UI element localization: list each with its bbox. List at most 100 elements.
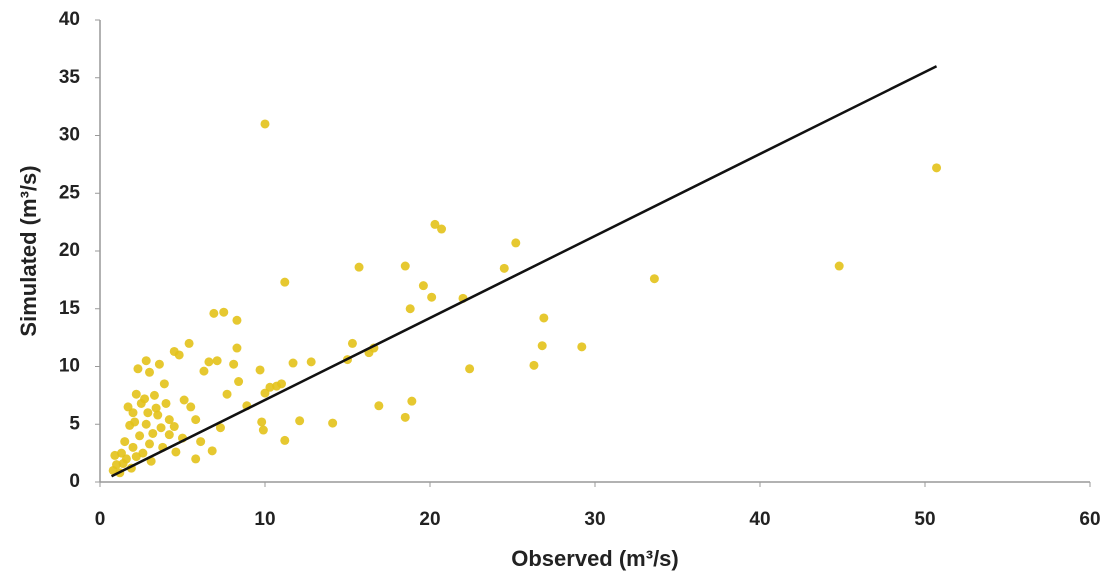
- point: [212, 356, 222, 366]
- point: [354, 262, 364, 272]
- point: [834, 261, 844, 271]
- point: [191, 454, 201, 464]
- point: [186, 402, 196, 412]
- point: [207, 446, 217, 456]
- point: [234, 377, 244, 387]
- point: [405, 304, 415, 314]
- point: [110, 450, 120, 460]
- x-tick-label: 20: [419, 509, 440, 530]
- point: [145, 367, 154, 377]
- y-tick-label: 25: [59, 182, 81, 203]
- point: [539, 313, 549, 323]
- point: [430, 219, 440, 229]
- x-tick-label: 60: [1079, 509, 1100, 530]
- point: [222, 389, 232, 399]
- point: [196, 437, 206, 447]
- y-axis-title: Simulated (m³/s): [16, 165, 41, 336]
- trendline: [110, 65, 938, 478]
- point: [280, 435, 290, 445]
- point: [649, 274, 659, 284]
- point: [128, 442, 138, 452]
- point: [232, 343, 242, 353]
- point: [191, 415, 201, 425]
- y-tick-label: 5: [69, 413, 80, 434]
- point: [164, 415, 174, 425]
- point: [328, 418, 338, 428]
- point: [529, 360, 539, 370]
- point: [140, 394, 150, 404]
- point: [257, 417, 267, 427]
- point: [347, 338, 357, 348]
- point: [151, 403, 161, 413]
- point: [164, 430, 174, 440]
- point: [932, 163, 942, 173]
- x-tick-label: 40: [749, 509, 770, 530]
- point: [306, 357, 316, 367]
- x-tick-label: 30: [584, 509, 605, 530]
- point: [219, 307, 229, 317]
- point: [229, 359, 239, 369]
- y-tick-label: 20: [59, 240, 80, 261]
- point: [288, 358, 298, 368]
- point: [499, 263, 509, 273]
- y-tick-label: 35: [59, 67, 81, 88]
- point: [154, 359, 164, 369]
- point: [209, 308, 219, 318]
- point: [169, 346, 179, 356]
- x-tick-label: 10: [254, 509, 275, 530]
- point: [130, 417, 140, 427]
- x-tick-label: 0: [95, 509, 106, 530]
- point: [232, 315, 242, 325]
- point: [141, 356, 151, 366]
- point: [141, 419, 151, 429]
- point: [135, 431, 145, 441]
- y-tick-label: 30: [59, 125, 80, 146]
- point: [153, 410, 163, 420]
- point: [400, 412, 410, 422]
- point: [258, 425, 268, 435]
- point: [118, 459, 128, 469]
- point: [143, 408, 153, 418]
- point: [123, 402, 133, 412]
- point: [131, 452, 141, 462]
- point: [145, 439, 154, 449]
- point: [577, 342, 587, 352]
- point: [159, 379, 169, 389]
- point: [260, 388, 270, 398]
- x-tick-label: 50: [914, 509, 935, 530]
- point: [255, 365, 265, 375]
- point: [260, 119, 270, 129]
- point: [511, 238, 521, 248]
- point: [169, 422, 179, 432]
- point: [120, 437, 130, 447]
- point: [374, 401, 384, 411]
- point: [215, 423, 225, 433]
- y-tick-label: 10: [59, 356, 80, 377]
- y-tick-label: 15: [59, 298, 81, 319]
- point: [537, 341, 547, 351]
- point: [179, 395, 189, 405]
- point: [133, 364, 143, 374]
- point: [400, 261, 410, 271]
- y-tick-label: 0: [69, 471, 80, 492]
- point: [437, 224, 447, 234]
- point: [131, 389, 141, 399]
- point: [156, 423, 166, 433]
- point: [407, 396, 417, 406]
- point: [148, 428, 158, 438]
- point: [465, 364, 475, 374]
- point: [171, 447, 181, 457]
- point: [184, 338, 194, 348]
- point: [295, 416, 305, 426]
- x-axis-title: Observed (m³/s): [511, 546, 679, 571]
- point: [427, 292, 437, 302]
- point: [138, 448, 148, 458]
- point: [280, 277, 290, 287]
- point: [161, 398, 171, 408]
- point: [149, 390, 159, 400]
- point: [204, 357, 214, 367]
- y-tick-label: 40: [59, 9, 80, 30]
- point: [418, 281, 428, 291]
- point: [199, 366, 209, 376]
